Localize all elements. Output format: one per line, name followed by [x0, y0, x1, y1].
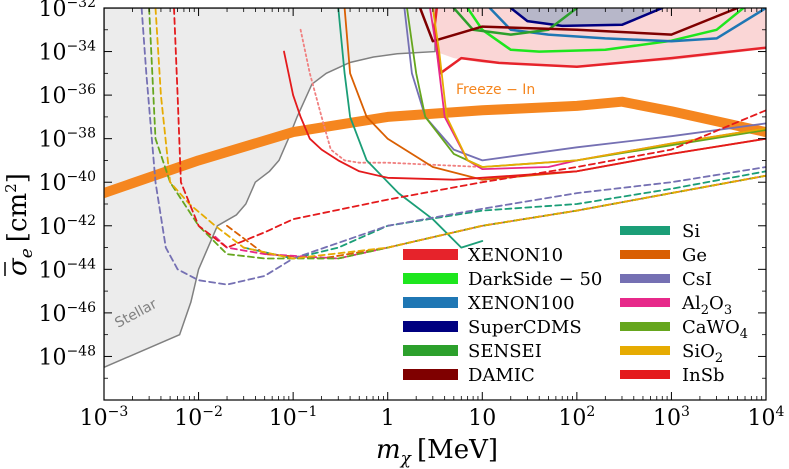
series-lines	[104, 8, 766, 286]
y-tick-label: 10−40	[38, 169, 96, 196]
legend-label: Si	[682, 221, 700, 242]
region-supercdms	[510, 8, 663, 26]
y-tick-label: 10−42	[38, 213, 96, 240]
series-insb	[283, 50, 766, 181]
x-tick-label: 104	[748, 404, 785, 431]
legend-label: InSb	[682, 365, 725, 386]
legend-swatch	[620, 370, 670, 379]
x-tick-label: 1	[381, 406, 395, 431]
x-tick-label: 10−3	[80, 404, 129, 431]
series-supercdms	[509, 8, 664, 28]
series-xenon10-dotted	[299, 28, 484, 168]
legend-label: XENON100	[468, 293, 575, 314]
y-tick-label: 10−38	[38, 126, 96, 153]
legend-label: DarkSide − 50	[468, 269, 602, 290]
x-axis-title: mχ [MeV]	[376, 435, 498, 469]
legend-swatch	[620, 346, 670, 355]
y-tick-label: 10−48	[38, 343, 96, 370]
legend-swatch	[620, 226, 670, 235]
series-csi	[403, 8, 766, 162]
legend-swatch	[403, 345, 458, 356]
series-darkside-50	[466, 8, 746, 53]
series-si-dashed	[242, 170, 766, 260]
legend-swatch	[620, 298, 670, 307]
legend-label: XENON10	[468, 245, 563, 266]
x-tick-label: 102	[558, 404, 595, 431]
legend-swatch	[403, 369, 458, 380]
legend-label: SENSEI	[468, 341, 542, 362]
legend: XENON10 DarkSide − 50 XENON100 SuperCDMS SEN…	[403, 221, 748, 386]
plot-frame	[103, 7, 767, 401]
legend-label: Al2O3	[681, 293, 732, 318]
legend-label: Ge	[682, 245, 707, 266]
series-sio2	[431, 8, 766, 168]
series-sensei	[452, 8, 579, 36]
series-xenon100	[488, 8, 766, 43]
series-freeze-in	[104, 96, 766, 198]
legend-swatch	[403, 321, 458, 332]
region-stellar	[104, 8, 436, 369]
legend-label: DAMIC	[468, 365, 535, 386]
y-axis-title: σe[cm2]	[2, 173, 37, 276]
annotation-freeze-in: Freeze − In	[456, 82, 535, 98]
series-damic	[418, 8, 739, 43]
x-tick-label: 10	[468, 406, 496, 431]
legend-swatch	[403, 297, 458, 308]
y-tick-label: 10−32	[38, 0, 96, 22]
x-tick-label: 10−1	[269, 404, 318, 431]
y-tick-label: 10−36	[38, 82, 96, 109]
legend-label: SuperCDMS	[468, 317, 582, 338]
series-cawo4-dashed	[148, 8, 766, 260]
x-tick-label: 10−2	[174, 404, 223, 431]
series-csi-dashed	[140, 8, 766, 286]
legend-label: CaWO4	[682, 317, 748, 342]
legend-swatch	[620, 274, 670, 283]
axis-ticks: 10−3 10−2 10−1 1 10 102 103 104 10−32 10−34 10−36 1…	[38, 0, 784, 431]
x-tick-label: 103	[653, 404, 690, 431]
y-tick-label: 10−34	[38, 39, 96, 66]
y-tick-label: 10−46	[38, 300, 96, 327]
series-sio2-dashed	[154, 8, 766, 260]
series-insb-dashed	[173, 8, 766, 249]
legend-label: CsI	[682, 269, 712, 290]
legend-label: SiO2	[682, 341, 723, 366]
y-tick-label: 10−44	[38, 256, 96, 283]
legend-swatch	[620, 250, 670, 259]
legend-swatch	[403, 249, 458, 260]
legend-swatch	[403, 273, 458, 284]
legend-swatch	[620, 322, 670, 331]
